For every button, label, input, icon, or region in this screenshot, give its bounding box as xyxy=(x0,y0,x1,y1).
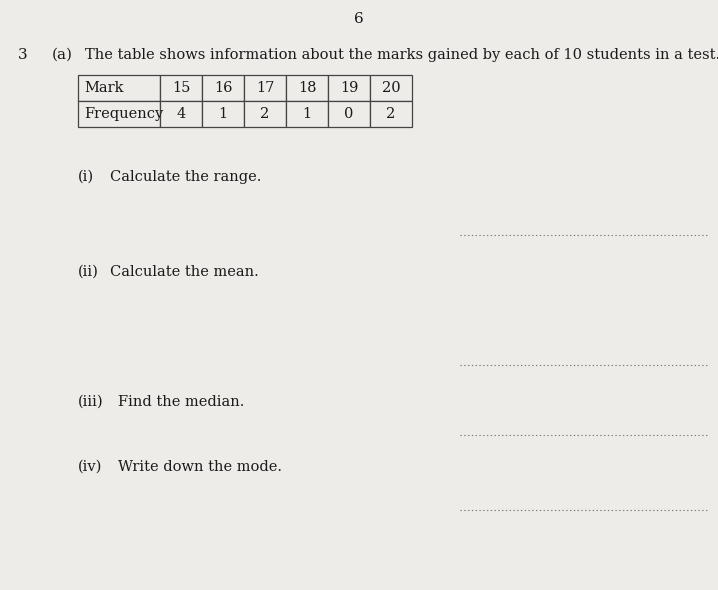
Bar xyxy=(286,75,328,101)
Bar xyxy=(78,75,160,101)
Text: (a): (a) xyxy=(52,48,73,62)
Text: 2: 2 xyxy=(386,107,396,121)
Bar xyxy=(328,75,370,101)
Text: 2: 2 xyxy=(261,107,270,121)
Text: 0: 0 xyxy=(345,107,354,121)
Text: Mark: Mark xyxy=(84,81,123,95)
Bar xyxy=(244,101,286,127)
Text: Frequency: Frequency xyxy=(84,107,163,121)
Bar xyxy=(202,101,244,127)
Text: 3: 3 xyxy=(18,48,27,62)
Bar xyxy=(78,101,160,127)
Text: 16: 16 xyxy=(214,81,232,95)
Text: 17: 17 xyxy=(256,81,274,95)
Text: 1: 1 xyxy=(302,107,312,121)
Bar xyxy=(286,101,328,127)
Bar xyxy=(370,75,412,101)
Text: (iii): (iii) xyxy=(78,395,103,409)
Bar xyxy=(328,101,370,127)
Bar xyxy=(202,75,244,101)
Bar xyxy=(370,101,412,127)
Text: 19: 19 xyxy=(340,81,358,95)
Bar xyxy=(244,75,286,101)
Bar xyxy=(160,75,202,101)
Text: 18: 18 xyxy=(298,81,316,95)
Text: (iv): (iv) xyxy=(78,460,103,474)
Text: Calculate the mean.: Calculate the mean. xyxy=(110,265,258,279)
Text: Write down the mode.: Write down the mode. xyxy=(118,460,282,474)
Text: The table shows information about the marks gained by each of 10 students in a t: The table shows information about the ma… xyxy=(85,48,718,62)
Text: 20: 20 xyxy=(382,81,401,95)
Text: Calculate the range.: Calculate the range. xyxy=(110,170,261,184)
Text: 6: 6 xyxy=(354,12,364,26)
Text: 4: 4 xyxy=(177,107,186,121)
Text: 1: 1 xyxy=(218,107,228,121)
Bar xyxy=(160,101,202,127)
Text: Find the median.: Find the median. xyxy=(118,395,244,409)
Text: 15: 15 xyxy=(172,81,190,95)
Text: (ii): (ii) xyxy=(78,265,99,279)
Text: (i): (i) xyxy=(78,170,94,184)
